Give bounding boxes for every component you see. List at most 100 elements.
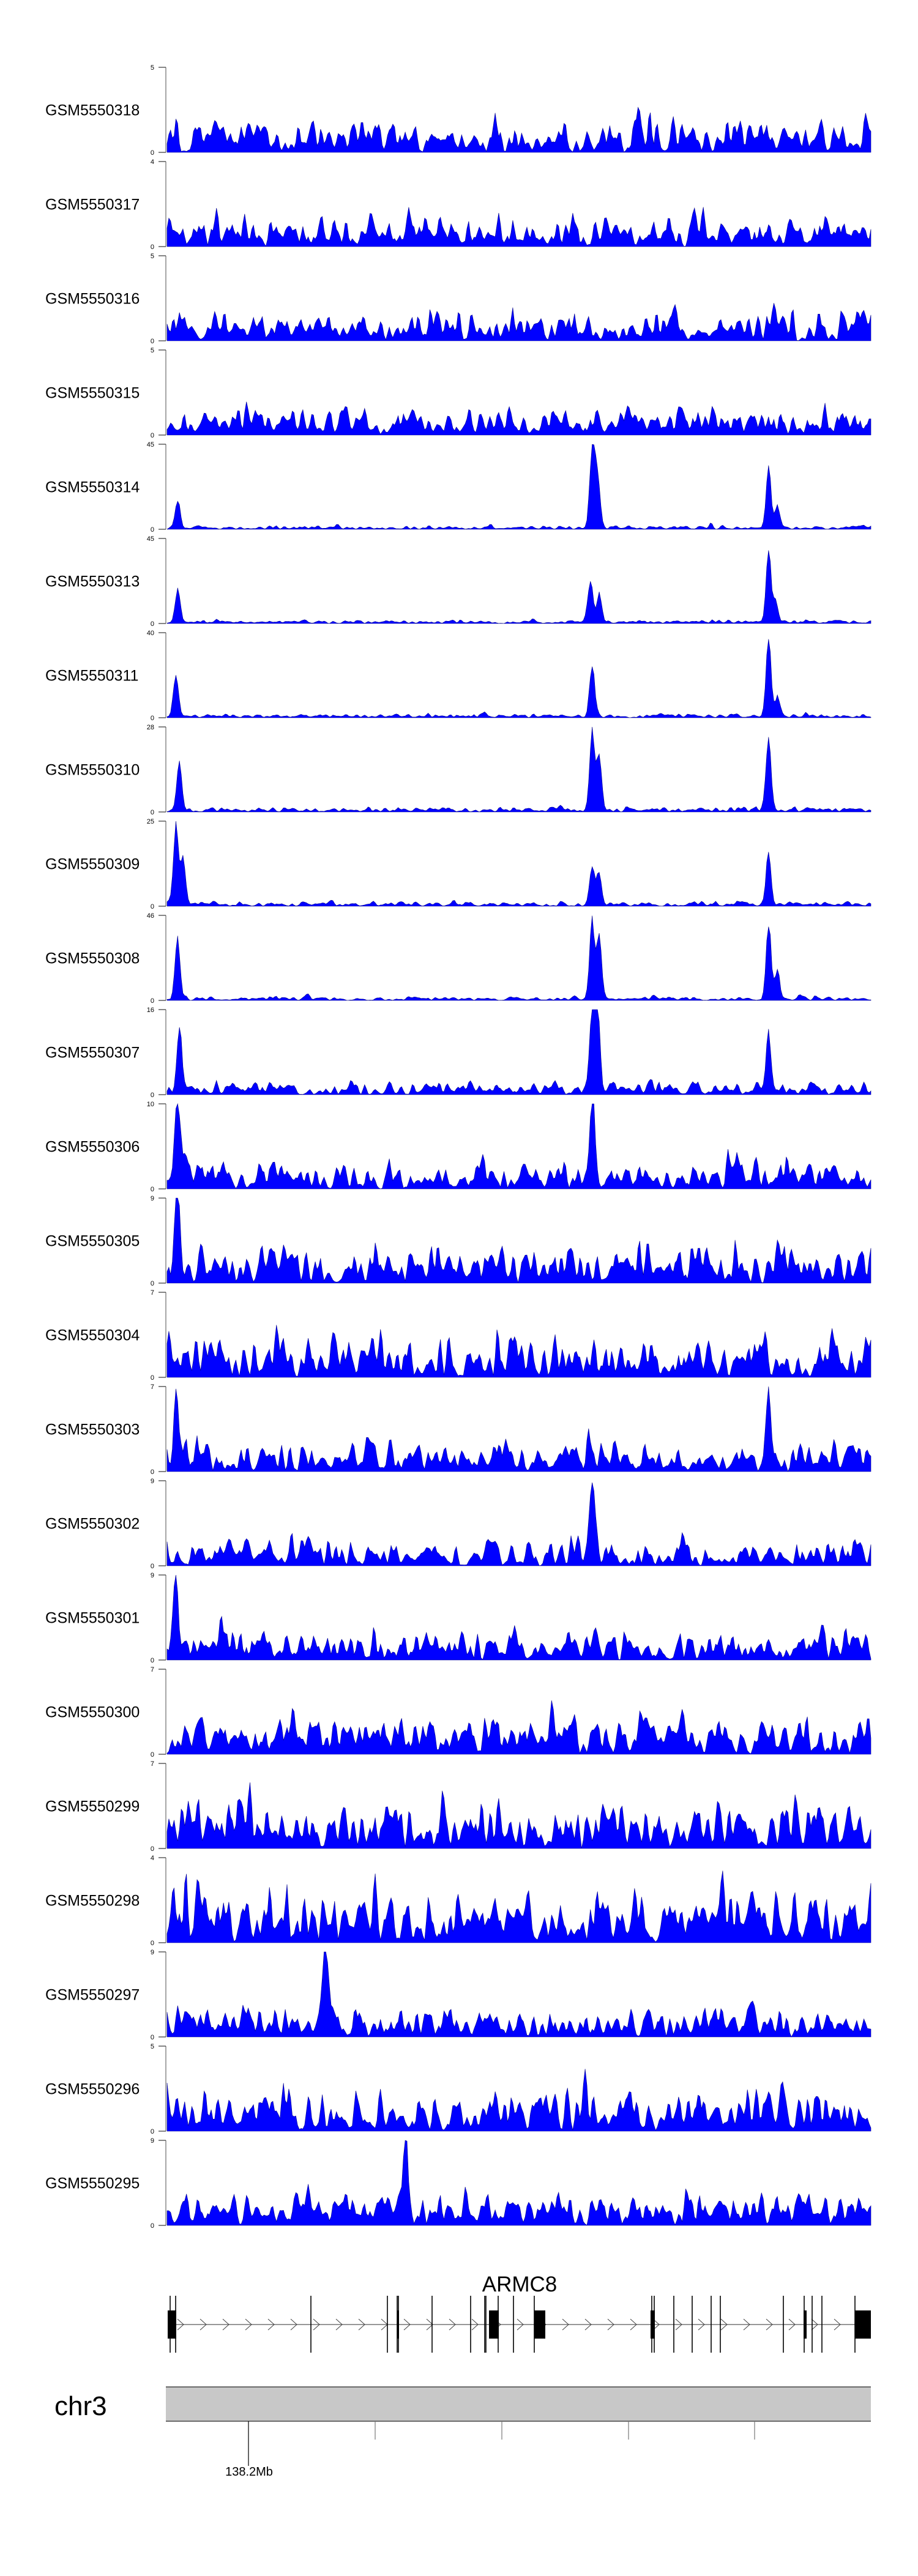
track-GSM5550295: GSM5550295 9 0	[45, 2137, 871, 2230]
strand-arrow-icon	[788, 2318, 796, 2331]
strand-arrow-icon	[471, 2318, 479, 2331]
signal-area	[166, 207, 871, 247]
strand-arrow-icon	[222, 2318, 230, 2331]
y-axis-min-label: 0	[151, 1280, 154, 1287]
track-label: GSM5550309	[45, 856, 140, 873]
signal-area	[166, 1782, 871, 1849]
y-axis-max-label: 4	[151, 158, 154, 166]
strand-arrow-icon	[562, 2318, 569, 2331]
y-axis-min-label: 0	[151, 809, 154, 816]
strand-arrow-icon	[652, 2318, 660, 2331]
genome-axis: chr3 138.2Mb	[54, 2386, 871, 2479]
y-axis-max-label: 5	[151, 347, 154, 354]
signal-area	[166, 821, 871, 907]
track-GSM5550298: GSM5550298 4 0	[45, 1855, 871, 1947]
track-GSM5550296: GSM5550296 5 0	[45, 2043, 871, 2135]
y-axis-max-label: 7	[151, 1666, 154, 1673]
strand-arrow-icon	[698, 2318, 705, 2331]
signal-area	[166, 444, 871, 530]
y-axis-max-label: 4	[151, 1855, 154, 1862]
signal-area	[166, 1951, 871, 2038]
track-label: GSM5550311	[45, 668, 138, 685]
signal-area	[166, 1325, 871, 1378]
y-axis-max-label: 46	[147, 912, 154, 920]
y-axis-max-label: 9	[151, 1949, 154, 1956]
y-axis-max-label: 5	[151, 2043, 154, 2050]
y-axis-min-label: 0	[151, 1469, 154, 1476]
strand-arrow-icon	[290, 2318, 297, 2331]
signal-area	[166, 1386, 871, 1472]
exon-block	[397, 2310, 399, 2339]
signal-area	[166, 2069, 871, 2132]
strand-arrow-icon	[449, 2318, 456, 2331]
track-label: GSM5550298	[45, 1893, 140, 1910]
y-axis-min-label: 0	[151, 1374, 154, 1382]
y-axis-max-label: 16	[147, 1007, 154, 1014]
track-GSM5550304: GSM5550304 7 0	[45, 1289, 871, 1382]
track-label: GSM5550297	[45, 1987, 140, 2004]
strand-arrow-icon	[834, 2318, 841, 2331]
track-label: GSM5550304	[45, 1327, 140, 1344]
exon-block	[168, 2310, 176, 2339]
axis-tick-label: 138.2Mb	[225, 2465, 273, 2479]
track-label: GSM5550295	[45, 2175, 140, 2192]
signal-area	[166, 726, 871, 813]
y-axis-max-label: 9	[151, 1572, 154, 1579]
track-GSM5550300: GSM5550300 7 0	[45, 1666, 871, 1759]
track-GSM5550306: GSM5550306 10 0	[45, 1101, 871, 1193]
track-GSM5550313: GSM5550313 45 0	[45, 535, 871, 628]
y-axis-max-label: 28	[147, 724, 154, 731]
signal-area	[166, 1482, 871, 1566]
strand-arrow-icon	[267, 2318, 275, 2331]
y-axis-min-label: 0	[151, 997, 154, 1005]
track-GSM5550311: GSM5550311 40 0	[45, 630, 871, 722]
signal-area	[166, 550, 871, 624]
y-axis-max-label: 5	[151, 64, 154, 72]
y-axis-max-label: 45	[147, 535, 154, 543]
y-axis-max-label: 7	[151, 1760, 154, 1768]
y-axis-max-label: 9	[151, 1478, 154, 1485]
y-axis-min-label: 0	[151, 244, 154, 251]
strand-arrow-icon	[743, 2318, 750, 2331]
exon-block	[489, 2310, 499, 2339]
chromosome-ideogram	[166, 2387, 871, 2421]
track-GSM5550309: GSM5550309 25 0	[45, 818, 871, 910]
exon-block	[651, 2310, 655, 2339]
strand-arrow-icon	[720, 2318, 728, 2331]
track-label: GSM5550313	[45, 573, 140, 590]
track-label: GSM5550296	[45, 2081, 140, 2098]
track-GSM5550301: GSM5550301 9 0	[45, 1572, 871, 1664]
gene-name-label: ARMC8	[482, 2273, 558, 2296]
y-axis-min-label: 0	[151, 2222, 154, 2230]
track-GSM5550297: GSM5550297 9 0	[45, 1949, 871, 2041]
track-GSM5550302: GSM5550302 9 0	[45, 1478, 871, 1570]
track-GSM5550299: GSM5550299 7 0	[45, 1760, 871, 1853]
track-label: GSM5550307	[45, 1044, 140, 1062]
signal-area	[166, 106, 871, 153]
y-axis-max-label: 45	[147, 441, 154, 449]
signal-area	[166, 1871, 871, 1943]
y-axis-max-label: 40	[147, 630, 154, 637]
signal-area	[166, 1700, 871, 1755]
y-axis-min-label: 0	[151, 1563, 154, 1570]
track-GSM5550316: GSM5550316 5 0	[45, 253, 871, 345]
track-label: GSM5550315	[45, 385, 140, 402]
strand-arrow-icon	[584, 2318, 592, 2331]
strand-arrow-icon	[426, 2318, 433, 2331]
y-axis-min-label: 0	[151, 1940, 154, 1947]
y-axis-min-label: 0	[151, 2128, 154, 2135]
strand-arrow-icon	[811, 2318, 818, 2331]
signal-area	[166, 915, 871, 1001]
track-GSM5550318: GSM5550318 5 0	[45, 64, 871, 157]
y-axis-min-label: 0	[151, 338, 154, 345]
track-GSM5550308: GSM5550308 46 0	[45, 912, 871, 1005]
signal-area	[166, 401, 871, 436]
track-label: GSM5550316	[45, 291, 140, 308]
strand-arrow-icon	[177, 2318, 184, 2331]
y-axis-min-label: 0	[151, 432, 154, 439]
strand-arrow-icon	[675, 2318, 682, 2331]
track-label: GSM5550310	[45, 762, 140, 779]
y-axis-min-label: 0	[151, 149, 154, 157]
track-label: GSM5550305	[45, 1233, 140, 1250]
